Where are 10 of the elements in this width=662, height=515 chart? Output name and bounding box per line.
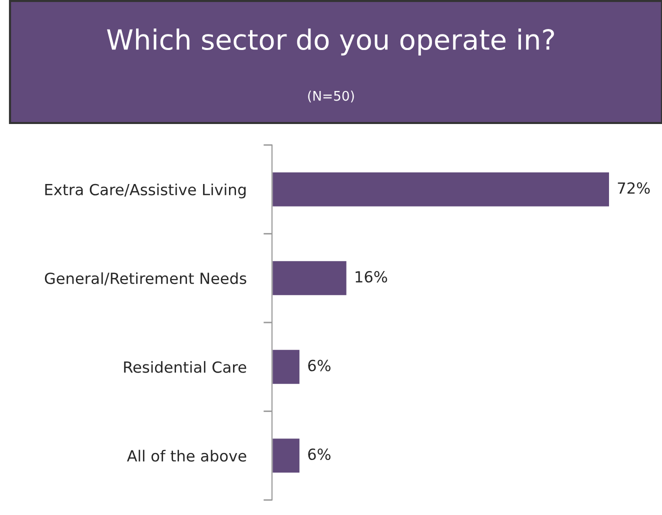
y-tick-label: Residential Care <box>124 361 246 373</box>
y-tick-label: General/Retirement Needs <box>44 272 246 286</box>
y-tick-label: All of the above <box>126 450 246 462</box>
y-tick-label: Extra Care/Assistive Living <box>45 184 246 198</box>
data-label: 16% <box>356 271 388 283</box>
chart-subtitle: (N=50) <box>308 90 354 102</box>
data-label: 72% <box>618 182 650 194</box>
data-label: 6% <box>308 448 330 460</box>
chart-title: Which sector do you operate in? <box>107 28 554 56</box>
data-label: 6% <box>308 360 330 372</box>
